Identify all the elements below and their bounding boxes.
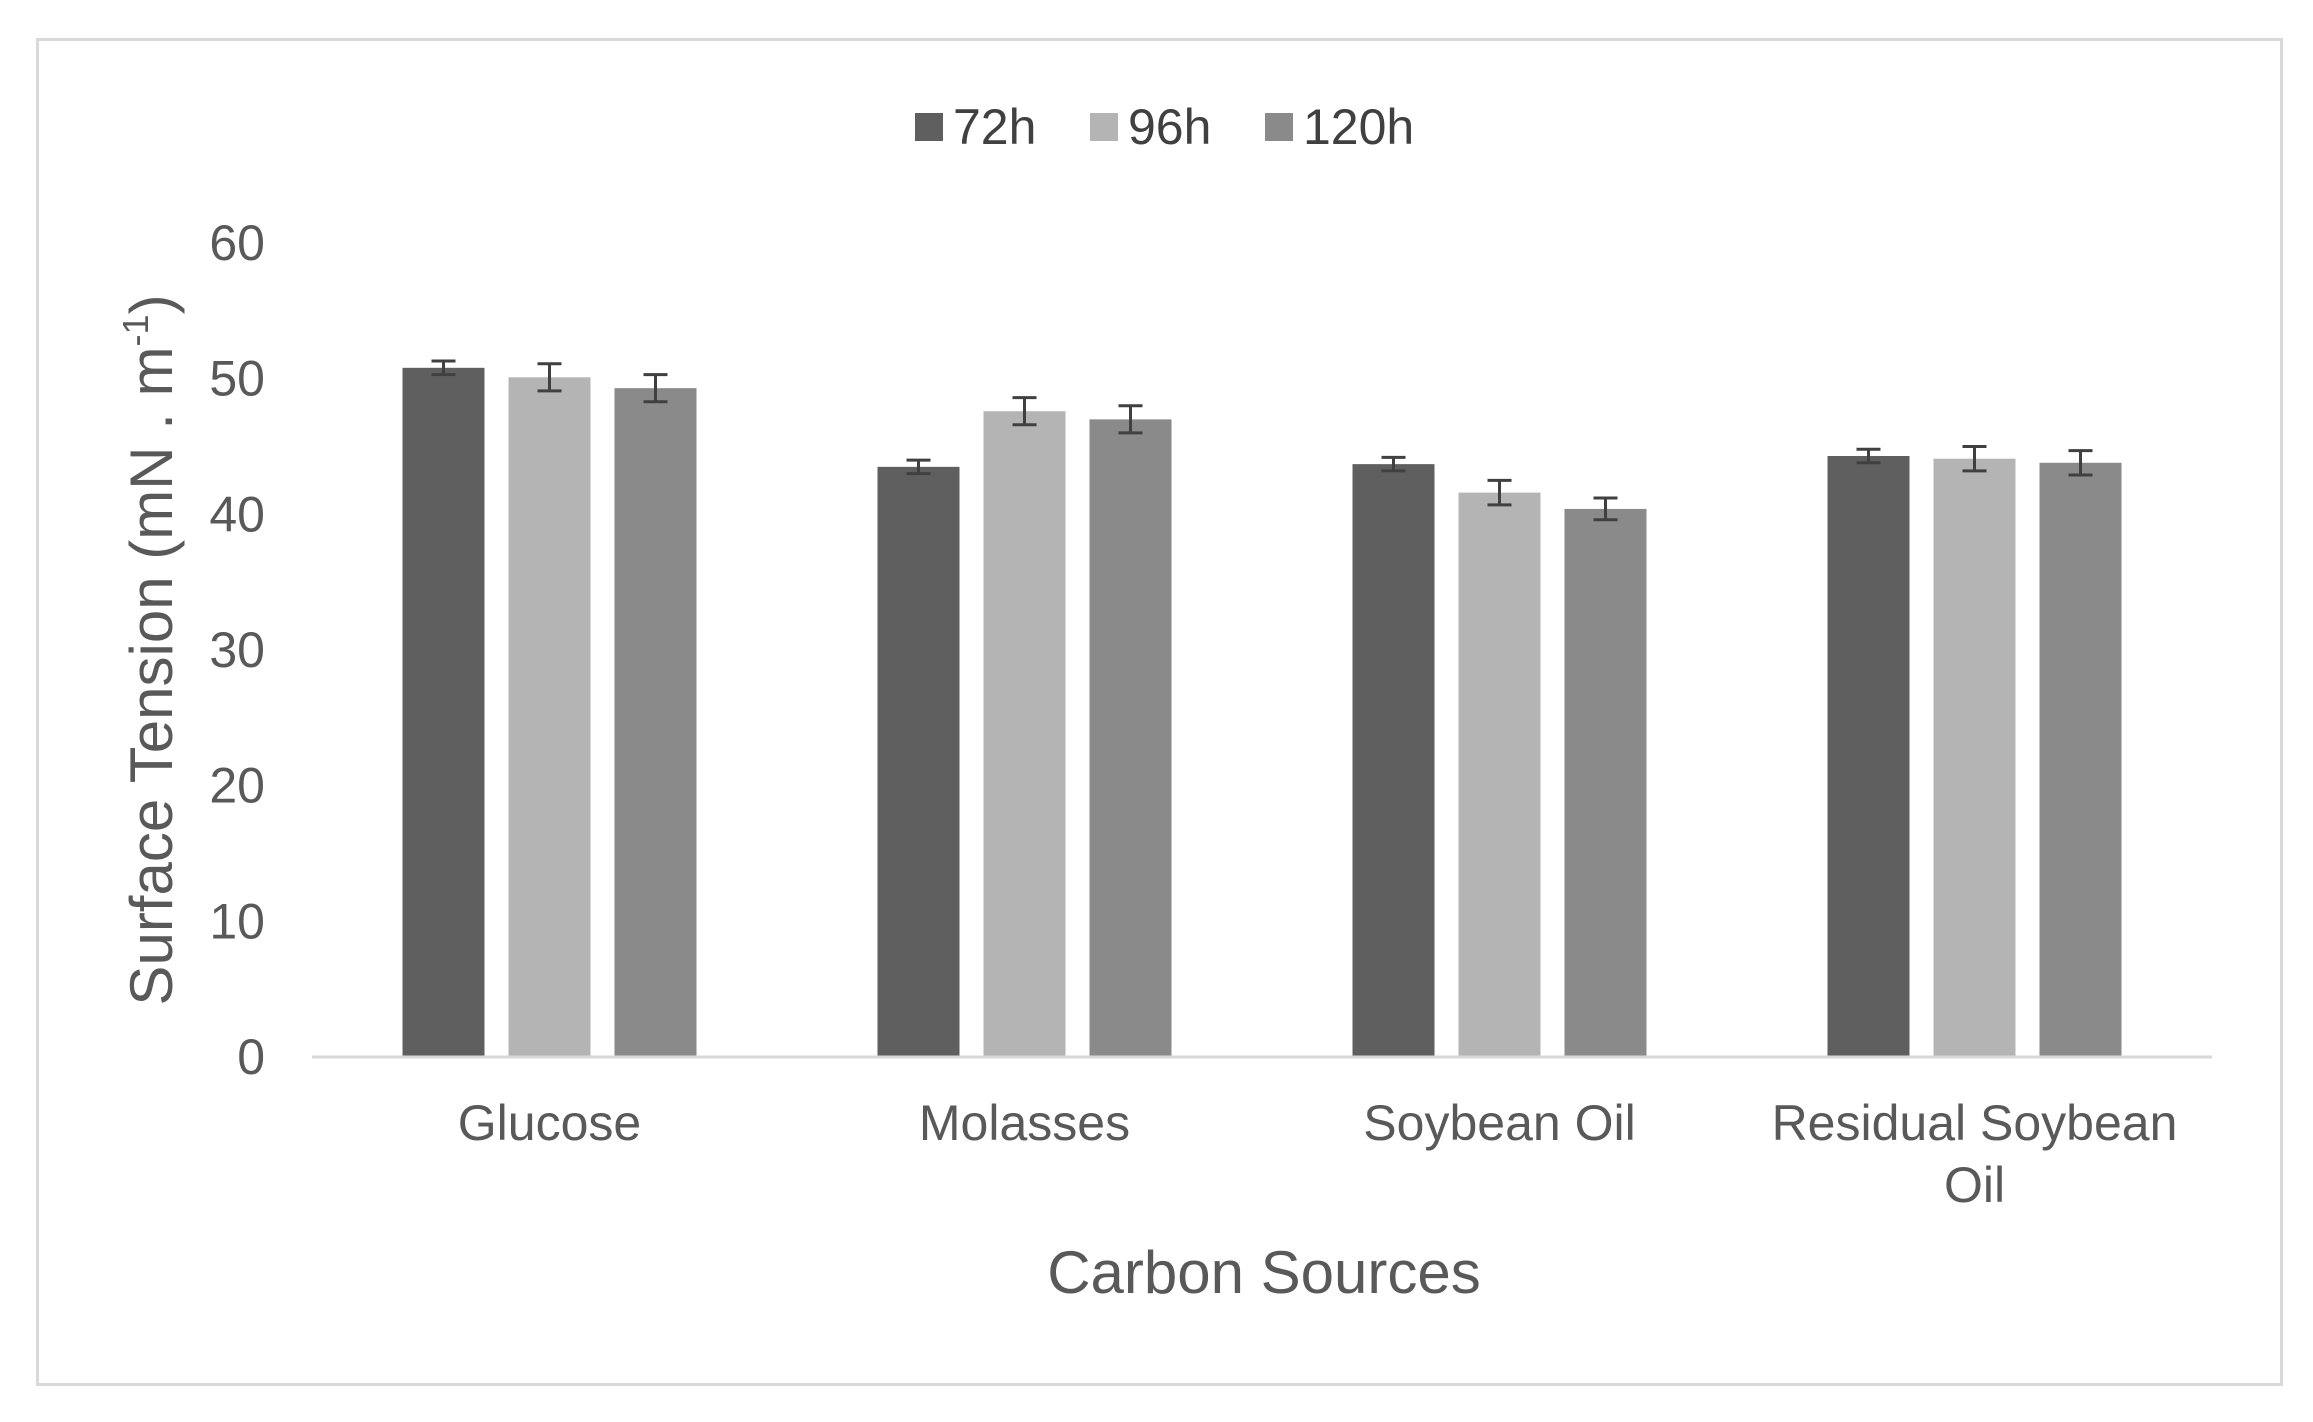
y-axis-ticks: 0 10 20 30 40 50 60 [209, 215, 265, 1085]
bar-96h [1458, 492, 1541, 1057]
error-bar [1593, 496, 1618, 522]
error-bar [1381, 455, 1406, 473]
error-bar [906, 458, 931, 476]
legend-swatch-72h [915, 113, 943, 141]
y-tick-label: 20 [209, 758, 265, 814]
bar-72h [402, 367, 485, 1057]
bars [402, 367, 2122, 1058]
y-tick-label: 0 [237, 1029, 265, 1085]
error-bar [1487, 478, 1512, 507]
y-axis-title-superscript: -1 [115, 314, 156, 346]
error-bars [431, 359, 2093, 522]
bar-96h [508, 377, 591, 1057]
y-tick-label: 10 [209, 893, 265, 949]
error-bar [431, 359, 456, 377]
bar-120h [2039, 462, 2122, 1057]
error-bar [537, 362, 562, 393]
legend-label-96h: 96h [1128, 99, 1211, 155]
bar-72h [1352, 464, 1435, 1057]
error-bar [1118, 404, 1143, 435]
legend: 72h 96h 120h [915, 99, 1414, 155]
y-tick-label: 50 [209, 351, 265, 407]
category-label: Molasses [919, 1095, 1130, 1151]
bar-120h [614, 388, 697, 1057]
legend-label-72h: 72h [953, 99, 1036, 155]
bar-120h [1089, 419, 1172, 1057]
y-axis-title: Surface Tension (mN . m-1) [115, 294, 185, 1005]
y-tick-label: 60 [209, 215, 265, 271]
category-label: Soybean Oil [1363, 1095, 1635, 1151]
bar-72h [1827, 455, 1910, 1057]
error-bar [1012, 396, 1037, 427]
error-bar [2068, 449, 2093, 477]
category-label: Residual Soybean [1772, 1095, 2178, 1151]
bar-96h [1933, 458, 2016, 1058]
category-label: Oil [1944, 1157, 2005, 1213]
category-label: Glucose [458, 1095, 641, 1151]
category-labels: Glucose Molasses Soybean Oil Residual Soybe… [458, 1095, 2178, 1213]
legend-swatch-120h [1265, 113, 1293, 141]
error-bar [1856, 447, 1881, 465]
legend-swatch-96h [1090, 113, 1118, 141]
legend-label-120h: 120h [1303, 99, 1414, 155]
x-axis-title: Carbon Sources [1047, 1239, 1481, 1306]
bar-120h [1564, 508, 1647, 1057]
y-tick-label: 30 [209, 622, 265, 678]
error-bar [1962, 445, 1987, 473]
bar-72h [877, 466, 960, 1058]
y-axis-title-tail: ) [118, 294, 185, 314]
y-tick-label: 40 [209, 486, 265, 542]
y-axis-title-main: Surface Tension (mN . m [118, 346, 185, 1005]
error-bar [643, 373, 668, 404]
bar-96h [983, 411, 1066, 1057]
